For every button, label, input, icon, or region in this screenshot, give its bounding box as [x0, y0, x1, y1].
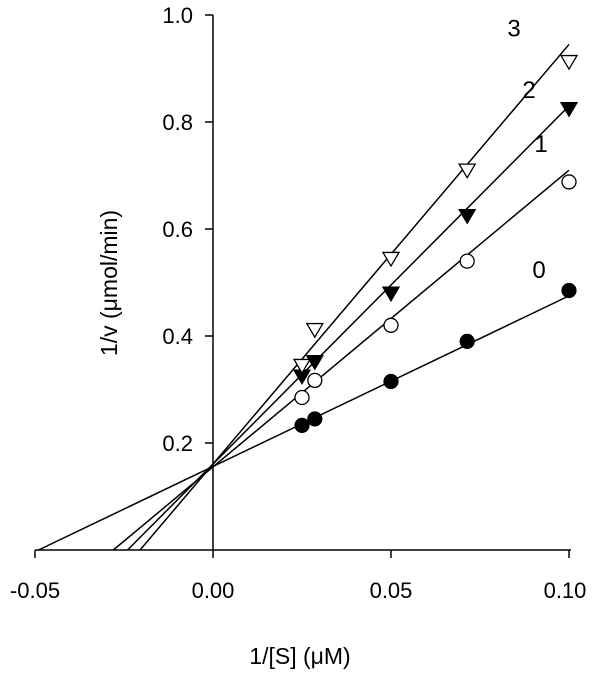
- marker-series-2-3: [458, 208, 477, 225]
- marker-series-2-4: [559, 101, 579, 118]
- x-tick-label: 0.10: [544, 578, 587, 603]
- marker-series-1-1: [307, 372, 323, 389]
- fit-lines: [38, 43, 570, 551]
- series-label-0: 0: [532, 257, 545, 284]
- marker-series-0-3: [459, 333, 475, 349]
- marker-series-3-1: [305, 322, 324, 339]
- marker-series-3-4: [559, 54, 579, 71]
- marker-series-1-3: [459, 253, 475, 269]
- fit-line-series-1: [112, 169, 570, 551]
- marker-series-1-2: [383, 317, 399, 333]
- marker-series-3-2: [381, 251, 401, 268]
- x-tick-label: 0.00: [192, 578, 235, 603]
- y-tick-label: 0.8: [162, 110, 193, 135]
- marker-series-0-4: [561, 282, 577, 299]
- y-tick-label: 0.2: [162, 431, 193, 456]
- fit-line-series-2: [127, 105, 570, 551]
- fit-line-series-3: [139, 43, 570, 551]
- y-tick-label: 1.0: [162, 3, 193, 28]
- marker-series-1-4: [561, 174, 577, 190]
- marker-series-0-0: [294, 417, 310, 433]
- marker-series-2-2: [381, 286, 401, 303]
- marker-series-3-0: [292, 358, 312, 375]
- x-tick-label: -0.05: [10, 578, 60, 603]
- series-label-2: 2: [522, 77, 535, 104]
- y-tick-label: 0.6: [162, 217, 193, 242]
- marker-series-3-3: [458, 163, 477, 180]
- marker-series-0-2: [383, 373, 399, 390]
- marker-series-1-0: [294, 389, 310, 406]
- series-labels: 0 1 2 3: [507, 15, 547, 283]
- series-label-3: 3: [507, 15, 520, 42]
- series-label-1: 1: [534, 131, 547, 158]
- y-tick-label: 0.4: [162, 324, 193, 349]
- tick-labels: 0.2 0.4 0.6 0.8 1.0 -0.05 0.00 0.05 0.10: [10, 3, 586, 603]
- axes: [34, 14, 571, 558]
- marker-series-0-1: [307, 411, 323, 427]
- data-markers: [292, 54, 579, 433]
- x-axis-title: 1/[S] (μM): [249, 643, 350, 669]
- x-tick-label: 0.05: [370, 578, 413, 603]
- y-axis-title: 1/v (μmol/min): [96, 210, 122, 356]
